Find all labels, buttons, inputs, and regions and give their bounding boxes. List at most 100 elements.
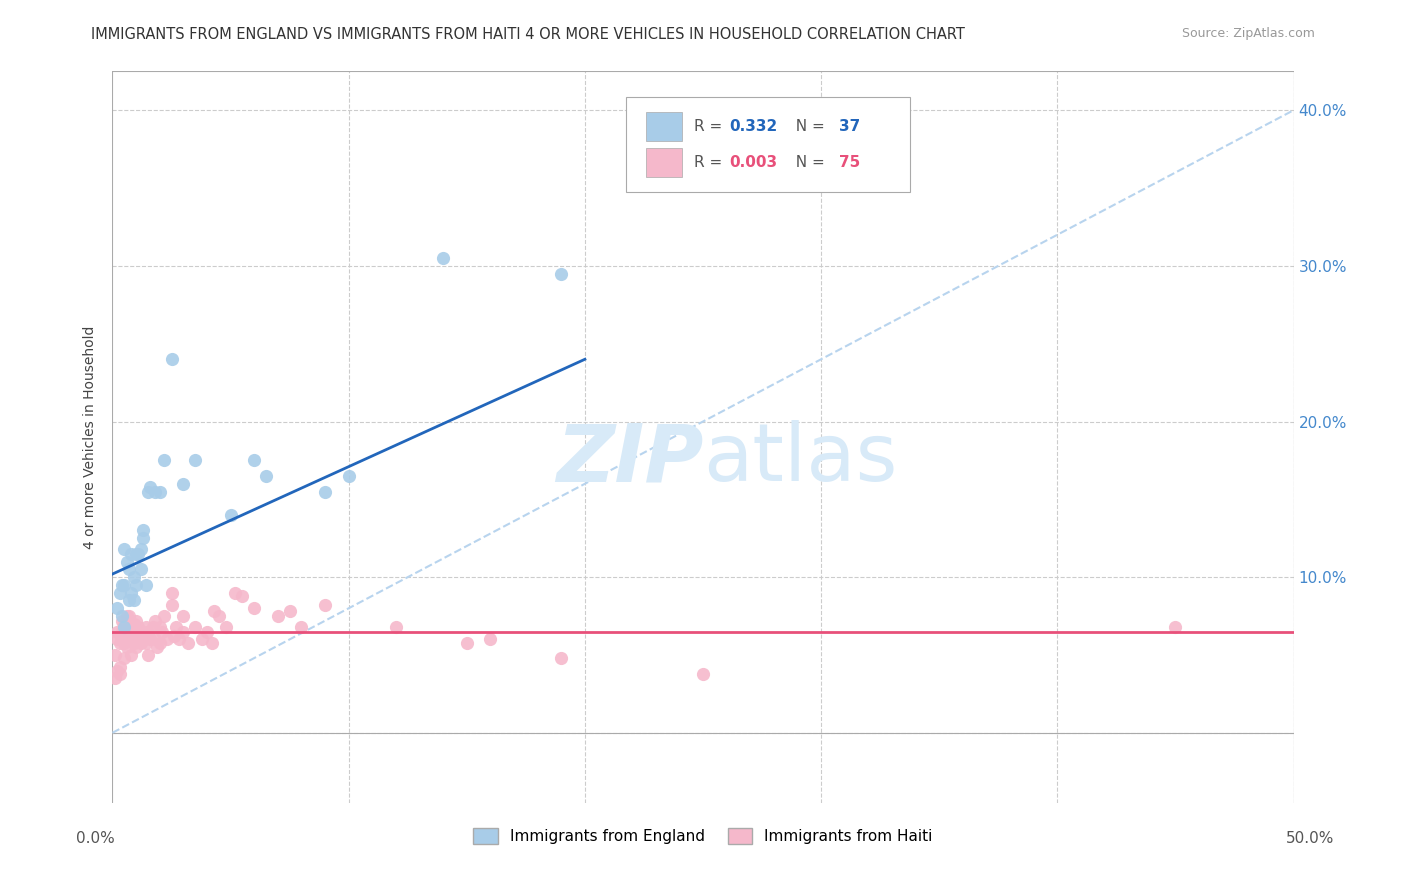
Point [108,666,131,681]
Point [132,531,155,545]
Point [153,453,176,467]
Point [278,604,301,618]
Point [243,601,266,615]
Point [111,609,134,624]
Text: 75: 75 [839,155,860,170]
Point [125,578,148,592]
Point [143,484,166,499]
Point [104,671,127,685]
Point [122,570,145,584]
Text: N =: N = [786,155,830,170]
Point [112,578,135,592]
Text: 0.0%: 0.0% [76,831,115,846]
Point [112,542,135,557]
Point [118,632,141,647]
Point [108,635,131,649]
Point [115,609,138,624]
Point [314,598,336,612]
Point [184,620,207,634]
Point [105,601,128,615]
Point [191,632,214,647]
Point [115,555,138,569]
Text: IMMIGRANTS FROM ENGLAND VS IMMIGRANTS FROM HAITI 4 OR MORE VEHICLES IN HOUSEHOLD: IMMIGRANTS FROM ENGLAND VS IMMIGRANTS FR… [91,27,966,42]
Point [125,614,148,628]
Point [127,620,149,634]
Point [149,620,172,634]
Point [385,620,408,634]
Point [172,624,194,639]
Point [112,616,135,631]
Point [167,632,190,647]
Point [143,632,166,647]
Text: atlas: atlas [703,420,897,498]
Point [456,635,478,649]
Point [215,620,238,634]
Point [105,632,128,647]
Point [202,604,225,618]
Point [135,578,157,592]
Point [195,624,218,639]
Point [177,635,200,649]
Point [290,620,312,634]
Point [108,585,131,599]
Point [118,593,141,607]
Point [692,666,714,681]
Text: Source: ZipAtlas.com: Source: ZipAtlas.com [1181,27,1315,40]
Point [122,616,145,631]
Point [125,629,148,643]
Point [432,251,454,265]
Point [224,585,246,599]
Text: 50.0%: 50.0% [1286,831,1334,846]
Point [108,660,131,674]
Point [136,624,159,639]
Point [118,562,141,576]
Point [267,609,290,624]
Point [165,620,187,634]
Point [115,640,138,655]
Point [139,480,162,494]
Point [125,547,148,561]
Point [112,620,135,634]
Point [172,609,194,624]
Point [132,524,155,538]
Point [125,640,148,655]
Point [120,648,142,662]
Point [150,624,173,639]
Point [132,632,155,647]
Point [254,469,277,483]
Point [132,624,155,639]
Point [231,589,253,603]
FancyBboxPatch shape [647,148,682,178]
Point [153,609,176,624]
Text: 0.003: 0.003 [728,155,778,170]
Point [172,476,194,491]
Point [129,635,152,649]
Point [111,632,134,647]
Point [550,651,572,665]
Point [163,629,186,643]
Point [337,469,360,483]
Point [136,648,159,662]
Point [135,620,157,634]
FancyBboxPatch shape [647,112,682,141]
Point [219,508,242,522]
Text: R =: R = [693,119,727,134]
Point [479,632,502,647]
Point [129,562,152,576]
Point [129,629,152,643]
Text: 0.332: 0.332 [728,119,778,134]
FancyBboxPatch shape [626,97,910,192]
Point [160,585,183,599]
Point [143,614,166,628]
Point [135,635,157,649]
Point [201,635,224,649]
Point [105,664,128,678]
Point [184,453,207,467]
Point [105,624,128,639]
Point [156,632,179,647]
Point [120,632,142,647]
Point [111,578,134,592]
Point [129,542,152,557]
Point [550,267,572,281]
Point [127,547,149,561]
